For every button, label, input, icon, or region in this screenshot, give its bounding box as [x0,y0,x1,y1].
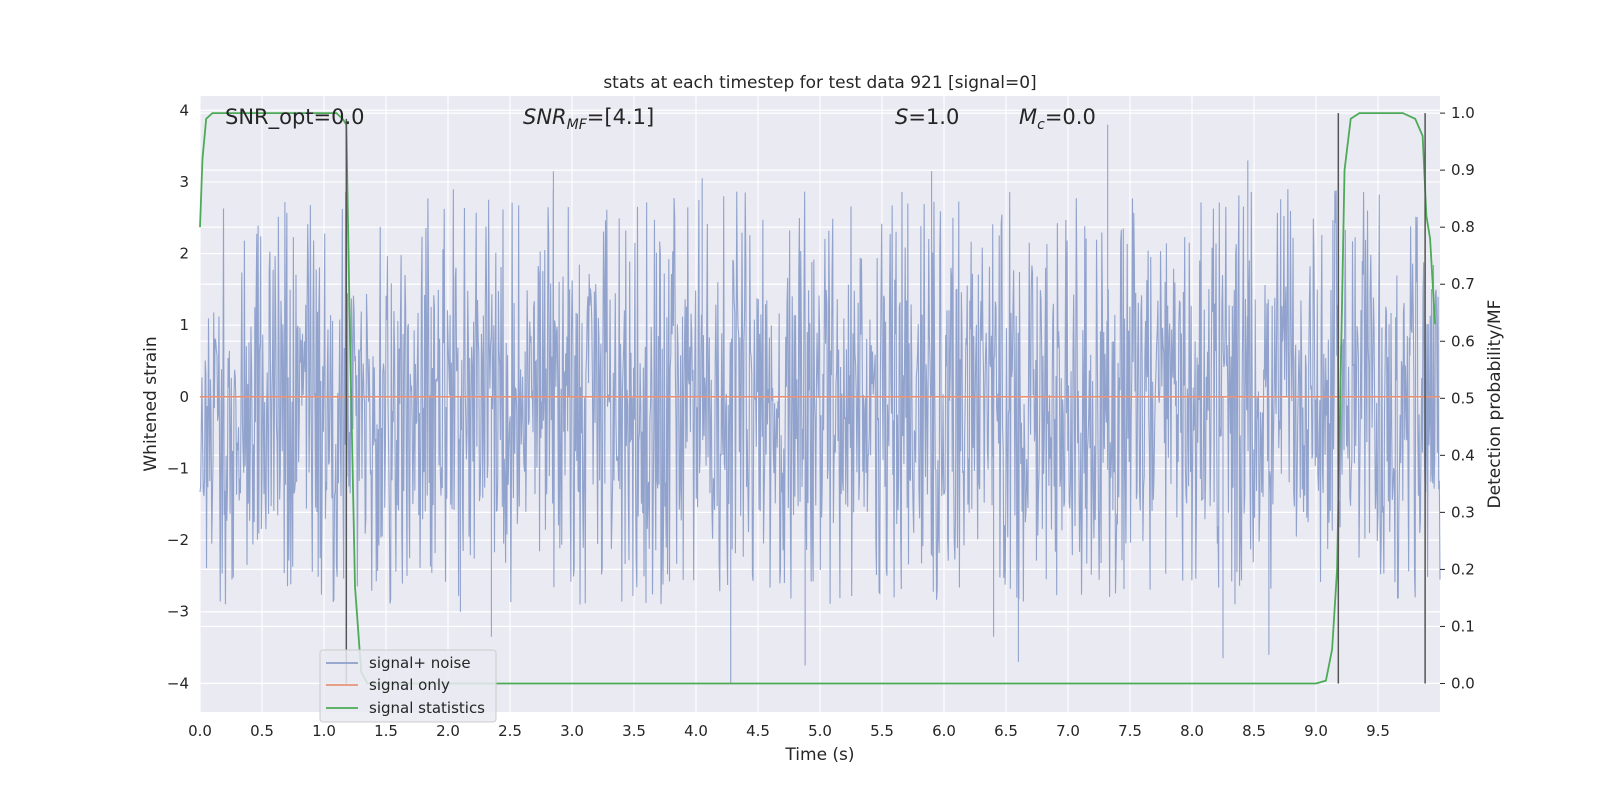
x-tick-label: 9.0 [1304,722,1328,740]
x-tick-label: 0.0 [188,722,212,740]
x-tick-label: 1.5 [374,722,398,740]
x-tick-label: 7.5 [1118,722,1142,740]
legend-label-signal-only: signal only [369,676,450,694]
y-right-tick-labels: 0.0 0.1 0.2 0.3 0.4 0.5 0.6 0.7 0.8 0.9 1.0 [1440,104,1475,692]
x-tick-label: 4.5 [746,722,770,740]
x-tick-label: 7.0 [1056,722,1080,740]
y-left-tick-label: −3 [167,603,189,621]
chart-title: stats at each timestep for test data 921… [603,73,1036,93]
y-left-tick-label: 3 [179,173,189,191]
y-right-tick-label: 0.6 [1451,332,1475,350]
signal-statistics-line [199,112,1436,685]
x-tick-labels: 0.0 0.5 1.0 1.5 2.0 2.5 3.0 3.5 4.0 4.5 5.0 5.5 6.0 6… [188,722,1390,740]
legend-label-signal-statistics: signal statistics [369,699,485,717]
y-left-tick-labels: −4 −3 −2 −1 0 1 2 3 4 [167,101,189,692]
x-tick-label: 8.5 [1242,722,1266,740]
x-tick-label: 9.5 [1366,722,1390,740]
y-right-tick-label: 0.7 [1451,275,1475,293]
vertical-markers [345,113,1426,684]
signal-noise-series [199,124,1441,684]
x-axis-label: Time (s) [784,745,854,765]
y-right-tick-label: 0.3 [1451,503,1475,521]
legend-box [319,649,497,723]
x-tick-label: 6.0 [932,722,956,740]
x-tick-label: 2.5 [498,722,522,740]
y-left-tick-label: −1 [167,459,189,477]
y-left-tick-label: 0 [179,388,189,406]
annotation-mc: Mc=0.0 [1019,105,1096,133]
y-left-tick-label: −2 [167,531,189,549]
legend: signal+ noise signal only signal statist… [319,649,497,723]
y-right-tick-label: 0.5 [1451,389,1475,407]
y-right-tick-label: 0.2 [1451,560,1475,578]
y-axis-label-right: Detection probability/MF [1485,300,1505,509]
x-tick-label: 4.0 [684,722,708,740]
y-axis-label-left: Whitened strain [141,336,161,471]
x-tick-label: 6.5 [994,722,1018,740]
y-right-tick-label: 1.0 [1451,104,1475,122]
x-tick-label: 2.0 [436,722,460,740]
annotation-snr-opt: SNR_opt=0.0 [225,105,365,130]
x-tick-label: 0.5 [250,722,274,740]
x-tick-label: 3.5 [622,722,646,740]
y-right-tick-label: 0.9 [1451,161,1475,179]
annotation-snr-mf: SNRMF=[4.1] [523,105,654,133]
y-right-tick-label: 0.4 [1451,446,1475,464]
signal-noise-line [199,124,1441,684]
y-left-tick-label: 2 [179,245,189,263]
y-right-tick-label: 0.0 [1451,674,1475,692]
annotation-s: S=1.0 [895,105,959,129]
x-tick-label: 3.0 [560,722,584,740]
x-tick-label: 5.5 [870,722,894,740]
y-left-tick-label: 4 [179,101,189,119]
x-tick-label: 1.0 [312,722,336,740]
legend-label-signal-noise: signal+ noise [369,654,471,672]
x-tick-label: 8.0 [1180,722,1204,740]
y-left-tick-label: 1 [179,316,189,334]
signal-statistics-series [199,112,1436,685]
y-left-tick-label: −4 [167,674,189,692]
y-right-tick-label: 0.1 [1451,617,1475,635]
y-right-tick-label: 0.8 [1451,218,1475,236]
x-tick-label: 5.0 [808,722,832,740]
